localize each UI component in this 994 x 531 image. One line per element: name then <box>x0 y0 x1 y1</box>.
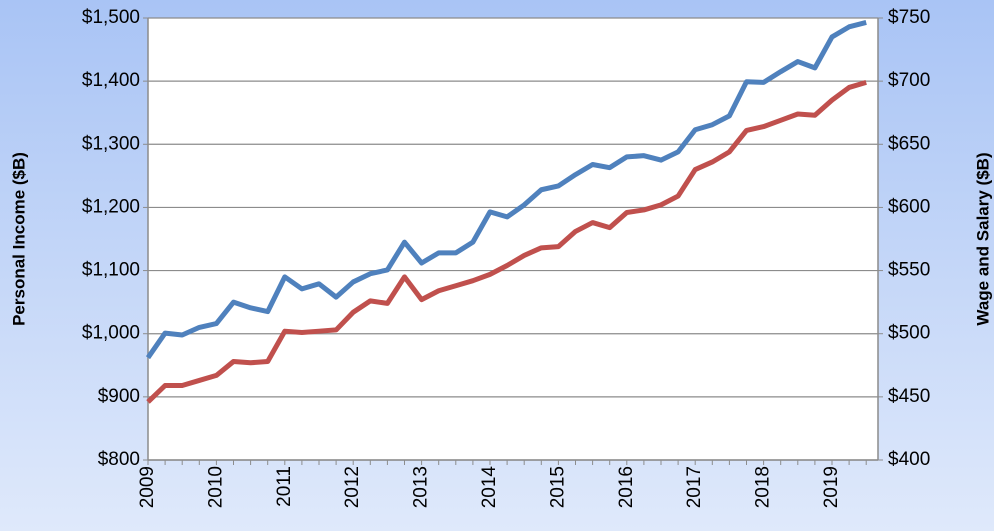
y-tick-label: $1,000 <box>82 323 140 344</box>
x-tick-label: 2014 <box>479 466 500 509</box>
y2-axis-title: Wage and Salary ($B) <box>973 152 992 325</box>
x-tick-label: 2011 <box>274 466 295 507</box>
y-tick-label: $900 <box>98 386 140 407</box>
x-tick-label: 2010 <box>205 466 226 508</box>
y-tick-label: $1,300 <box>82 133 140 154</box>
x-tick-label: 2015 <box>547 466 568 508</box>
x-tick-label: 2017 <box>684 466 705 508</box>
x-tick-label: 2013 <box>411 466 432 508</box>
y-axis-title: Personal Income ($B) <box>9 152 28 326</box>
y2-tick-label: $750 <box>888 7 930 28</box>
x-tick-label: 2018 <box>753 466 774 508</box>
y2-tick-label: $400 <box>888 449 930 470</box>
y2-tick-label: $550 <box>888 260 930 281</box>
y-tick-label: $1,500 <box>82 7 140 28</box>
y-tick-label: $1,200 <box>82 196 140 217</box>
y-tick-label: $1,400 <box>82 70 140 91</box>
y2-tick-label: $500 <box>888 323 930 344</box>
x-tick-label: 2009 <box>137 466 158 508</box>
y2-tick-label: $600 <box>888 196 930 217</box>
y2-tick-label: $450 <box>888 386 930 407</box>
series-line <box>145 19 867 360</box>
x-tick-label: 2016 <box>616 466 637 508</box>
y-tick-label: $800 <box>98 449 140 470</box>
y-tick-label: $1,100 <box>82 260 140 281</box>
y2-tick-label: $650 <box>888 133 930 154</box>
series-line <box>146 80 867 404</box>
y2-tick-label: $700 <box>888 70 930 91</box>
plot-area <box>148 18 878 460</box>
x-tick-label: 2019 <box>821 466 842 508</box>
x-tick-label: 2012 <box>342 466 363 508</box>
